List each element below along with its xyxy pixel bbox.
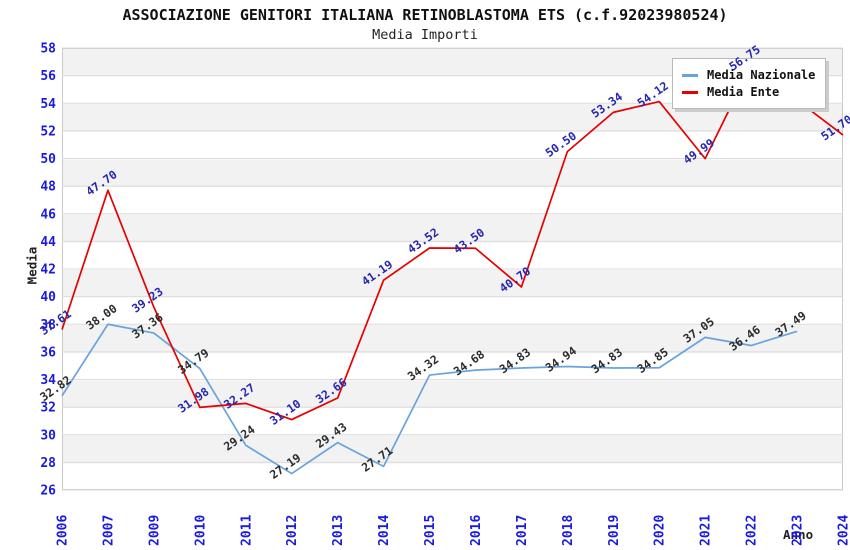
page-title: ASSOCIAZIONE GENITORI ITALIANA RETINOBLA… (122, 6, 728, 24)
x-axis-title: Anno (783, 527, 814, 542)
legend-swatch-icon (682, 90, 698, 94)
legend-label: Media Nazionale (707, 68, 816, 82)
legend-swatch-icon (682, 73, 698, 77)
series-line-media-ente (61, 64, 844, 421)
page-subtitle: Media Importi (372, 27, 478, 43)
legend: Media Nazionale Media Ente (672, 58, 827, 109)
legend-item-media-ente: Media Ente (682, 85, 815, 99)
series-line-media-nazionale (61, 323, 798, 475)
legend-item-media-nazionale: Media Nazionale (682, 68, 815, 82)
legend-label: Media Ente (707, 85, 780, 99)
